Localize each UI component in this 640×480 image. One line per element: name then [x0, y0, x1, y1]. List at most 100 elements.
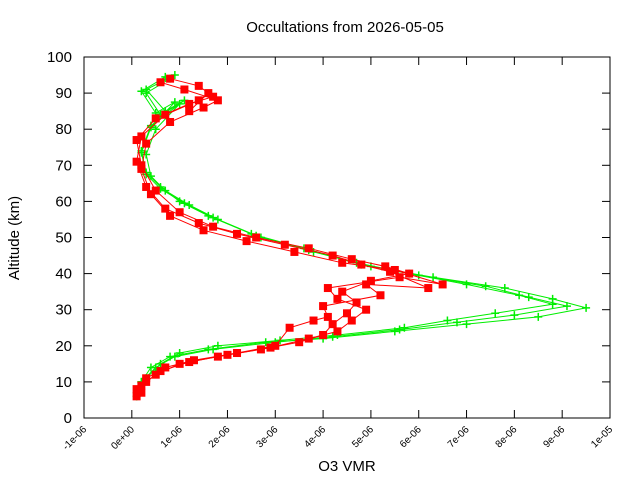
series-1-point: [185, 358, 194, 367]
x-tick-label: 7e-06: [446, 424, 472, 450]
series-1-point: [338, 258, 347, 267]
series-1-point: [132, 385, 141, 394]
y-tick-label: 70: [55, 157, 72, 174]
series-1-point: [405, 269, 414, 278]
series-1-point: [376, 291, 385, 300]
series-0-point: [170, 352, 179, 361]
series-1-point: [199, 226, 208, 235]
series-1-point: [233, 229, 242, 238]
y-tick-label: 40: [55, 266, 72, 283]
series-0-point: [400, 323, 409, 332]
series-1-point: [386, 267, 395, 276]
series-1-point: [390, 265, 399, 274]
series-1-point: [175, 208, 184, 217]
ticks-layer: 0 10 20 30 40 50 60 70 80 90 100 -1e-06 0e+00 1e-06 2e…: [47, 49, 615, 453]
series-1-profile-line: [140, 81, 443, 393]
series-0-point: [452, 318, 461, 327]
x-tick-label: 5e-06: [350, 424, 376, 450]
series-1-point: [319, 302, 328, 311]
y-tick-label: 0: [64, 410, 72, 427]
series-0-point: [180, 199, 189, 208]
series-1-point: [137, 164, 146, 173]
chart-title: Occultations from 2026-05-05: [246, 19, 444, 36]
series-1-point: [137, 381, 146, 390]
series-1-point: [381, 262, 390, 271]
x-tick-label: 1e-06: [159, 424, 185, 450]
y-tick-label: 80: [55, 121, 72, 138]
series-1-point: [266, 343, 275, 352]
series-1-point: [199, 103, 208, 112]
series-1-point: [233, 349, 242, 358]
series-1-point: [213, 96, 222, 105]
series-1-point: [194, 81, 203, 90]
x-tick-label: 6e-06: [398, 424, 424, 450]
series-0-point: [175, 349, 184, 358]
series-1-point: [357, 260, 366, 269]
series-1-point: [161, 363, 170, 372]
y-tick-label: 90: [55, 85, 72, 102]
series-1-point: [166, 117, 175, 126]
series-1-point: [204, 89, 213, 98]
series-0-point: [395, 325, 404, 334]
series-0-point: [515, 291, 524, 300]
series-1-point: [395, 273, 404, 282]
series-0-point: [170, 98, 179, 107]
series-1-point: [146, 190, 155, 199]
series-1-point: [209, 92, 218, 101]
series-1-point: [151, 186, 160, 195]
series-1-point: [166, 211, 175, 220]
series-0-point: [510, 311, 519, 320]
series-1-point: [323, 284, 332, 293]
y-axis-label: Altitude (km): [6, 196, 23, 280]
series-1-point: [142, 374, 151, 383]
series-1-point: [161, 204, 170, 213]
x-tick-label: 3e-06: [255, 424, 281, 450]
y-tick-label: 60: [55, 193, 72, 210]
series-1-point: [438, 280, 447, 289]
series-1-point: [271, 341, 280, 350]
y-tick-label: 10: [55, 374, 72, 391]
series-0-point: [175, 197, 184, 206]
series-1-point: [362, 280, 371, 289]
series-1-point: [366, 276, 375, 285]
x-tick-label: 1e-05: [589, 424, 615, 450]
series-1-point: [142, 139, 151, 148]
series-1-point: [280, 240, 289, 249]
series-1-point: [137, 388, 146, 397]
series-1-point: [333, 294, 342, 303]
series-1-point: [323, 312, 332, 321]
series-1-point: [242, 237, 251, 246]
series-1-point: [362, 305, 371, 314]
series-0-profile-line: [136, 76, 568, 397]
series-1-point: [285, 323, 294, 332]
x-tick-label: 2e-06: [207, 424, 233, 450]
series-1-point: [151, 114, 160, 123]
series-0-point: [548, 300, 557, 309]
x-tick-label: 9e-06: [541, 424, 567, 450]
series-0-point: [328, 332, 337, 341]
series-1-point: [338, 287, 347, 296]
series-0-point: [443, 316, 452, 325]
series-1-point: [328, 320, 337, 329]
series-1-point: [295, 338, 304, 347]
y-tick-label: 20: [55, 338, 72, 355]
series-1-point: [194, 96, 203, 105]
x-tick-label: 4e-06: [302, 424, 328, 450]
series-1-point: [189, 356, 198, 365]
series-0-point: [481, 282, 490, 291]
x-tick-label: 0e+00: [109, 424, 137, 452]
series-0-point: [142, 150, 151, 159]
series-1-point: [424, 284, 433, 293]
series-0-point: [562, 302, 571, 311]
series-1-point: [309, 316, 318, 325]
y-tick-label: 50: [55, 230, 72, 247]
series-1-point: [161, 110, 170, 119]
series-1-point: [194, 219, 203, 228]
series-1-point: [132, 392, 141, 401]
series-0-point: [534, 312, 543, 321]
series-0-point: [204, 211, 213, 220]
series-1-point: [156, 78, 165, 87]
series-0-point: [491, 309, 500, 318]
series-0-point: [582, 303, 591, 312]
